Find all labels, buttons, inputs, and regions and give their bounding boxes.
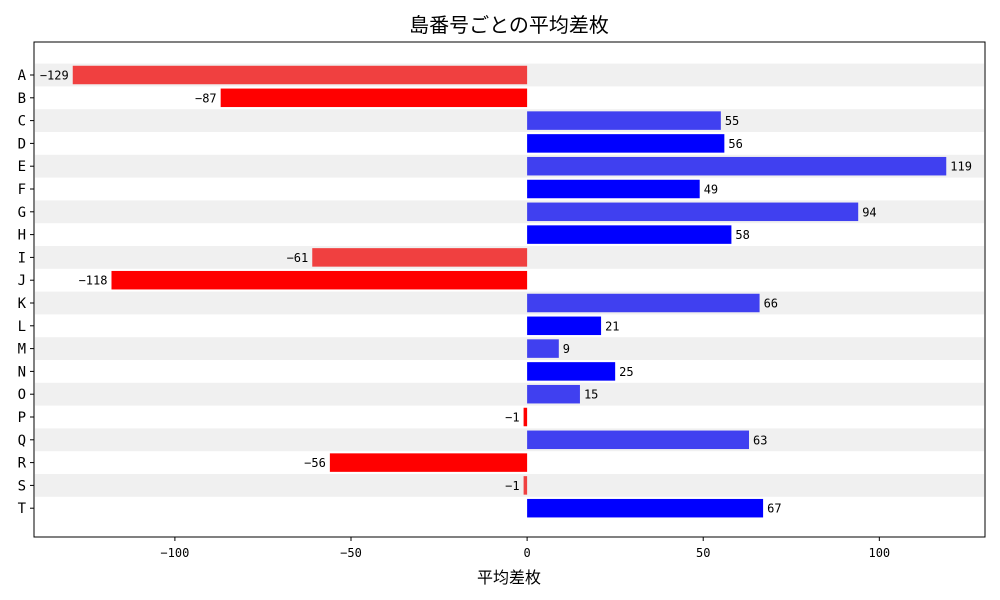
data-label-C: 55: [725, 114, 739, 128]
y-tick-label-T: T: [18, 501, 27, 517]
y-tick-label-S: S: [18, 478, 26, 494]
row-stripe: [35, 428, 984, 452]
row-stripe: [35, 382, 984, 406]
x-axis: −100 −50 0 50 100: [160, 537, 890, 560]
y-tick-label-N: N: [18, 364, 26, 380]
data-label-H: 58: [735, 228, 749, 242]
data-label-R: −56: [304, 456, 326, 470]
data-label-A: −129: [40, 69, 69, 83]
bar-O: [527, 384, 580, 404]
bar-J: [111, 270, 528, 290]
y-tick-label-C: C: [18, 114, 26, 130]
bar-P: [523, 407, 528, 427]
bar-T: [527, 498, 764, 518]
y-tick-label-R: R: [18, 456, 27, 472]
y-tick-label-I: I: [18, 250, 26, 266]
data-label-L: 21: [605, 319, 619, 333]
bar-S: [523, 476, 528, 495]
y-tick-label-O: O: [18, 387, 26, 403]
bar-K: [527, 293, 760, 313]
bar-Q: [527, 430, 750, 450]
row-stripe: [35, 291, 984, 315]
bar-I: [312, 248, 528, 267]
bar-D: [527, 134, 725, 153]
y-tick-label-F: F: [18, 182, 26, 198]
bar-L: [527, 316, 602, 336]
plot-frame: [33, 41, 986, 538]
data-label-F: 49: [704, 183, 718, 197]
chart-title: 島番号ごとの平均差枚: [409, 13, 609, 37]
data-label-O: 15: [584, 388, 598, 402]
y-tick-label-Q: Q: [18, 433, 26, 449]
data-label-Q: 63: [753, 433, 767, 447]
bar-G: [527, 202, 859, 222]
data-label-K: 66: [764, 297, 778, 311]
x-tick-label: −100: [160, 546, 189, 560]
data-label-I: −61: [287, 251, 309, 265]
y-tick-label-M: M: [18, 342, 26, 358]
y-tick-label-D: D: [18, 136, 26, 152]
y-tick-label-B: B: [18, 91, 26, 107]
row-stripe: [35, 474, 984, 497]
data-label-J: −118: [79, 274, 108, 288]
bar-R: [329, 453, 528, 472]
x-tick-label: −50: [340, 546, 362, 560]
bar-H: [527, 225, 732, 244]
y-tick-label-A: A: [18, 68, 27, 84]
data-label-D: 56: [728, 137, 742, 151]
data-label-P: −1: [505, 411, 519, 425]
bars: −129 −87 55 56 119 49 94 58 −61 −118 66 21 9 25 15 −1 63…: [40, 65, 972, 518]
row-stripes: [35, 63, 984, 497]
x-tick-label: 100: [868, 546, 890, 560]
data-label-E: 119: [950, 160, 972, 174]
y-tick-label-J: J: [18, 273, 26, 289]
y-tick-label-E: E: [18, 159, 26, 175]
y-tick-label-K: K: [18, 296, 27, 312]
bar-B: [220, 88, 528, 108]
x-axis-label: 平均差枚: [477, 568, 541, 587]
bar-C: [527, 111, 721, 130]
data-label-M: 9: [563, 342, 570, 356]
bar-E: [527, 156, 947, 176]
y-tick-label-G: G: [18, 205, 26, 221]
data-label-N: 25: [619, 365, 633, 379]
bar-N: [527, 362, 616, 381]
row-stripe: [35, 337, 984, 360]
y-tick-label-P: P: [18, 410, 26, 426]
y-tick-label-H: H: [18, 228, 26, 244]
bar-F: [527, 179, 700, 199]
data-label-S: −1: [505, 479, 519, 493]
bar-A: [72, 65, 528, 85]
y-tick-label-L: L: [18, 319, 26, 335]
bar-M: [527, 339, 559, 358]
x-tick-label: 50: [696, 546, 710, 560]
data-label-B: −87: [195, 91, 217, 105]
row-stripe: [35, 109, 984, 132]
x-tick-label: 0: [523, 546, 530, 560]
data-label-G: 94: [862, 205, 876, 219]
data-label-T: 67: [767, 502, 781, 516]
